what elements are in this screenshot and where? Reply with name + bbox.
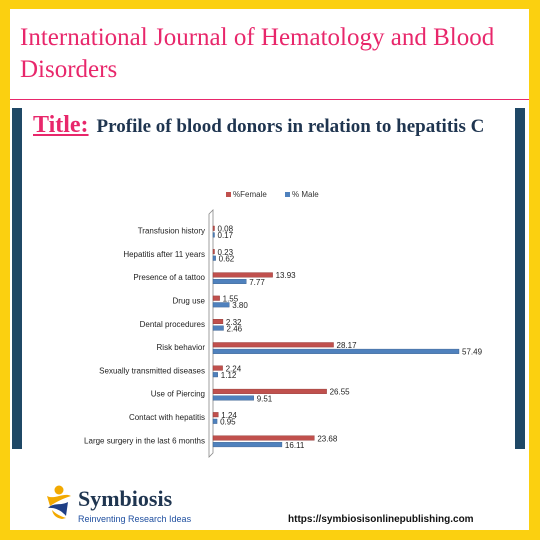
category-label: Hepatitis after 11 years bbox=[123, 250, 205, 259]
figure-title-label: Title: bbox=[33, 112, 89, 138]
legend-swatch-0 bbox=[226, 192, 231, 197]
female-value-label: 2.32 bbox=[226, 318, 242, 327]
male-bar bbox=[212, 372, 218, 378]
male-value-label: 9.51 bbox=[257, 394, 273, 403]
female-value-label: 26.55 bbox=[330, 388, 351, 397]
male-value-label: 57.49 bbox=[462, 348, 483, 357]
category-label: Sexually transmitted diseases bbox=[99, 366, 205, 375]
male-value-label: 3.80 bbox=[232, 301, 248, 310]
female-bar bbox=[212, 272, 273, 278]
male-bar bbox=[212, 302, 230, 308]
female-bar bbox=[212, 365, 223, 371]
legend-swatch-1 bbox=[285, 192, 290, 197]
male-bar bbox=[212, 418, 218, 424]
male-value-label: 0.17 bbox=[218, 231, 234, 240]
female-bar bbox=[212, 225, 215, 231]
male-bar bbox=[212, 278, 247, 284]
female-value-label: 28.17 bbox=[337, 341, 358, 350]
female-value-label: 0.23 bbox=[218, 248, 234, 257]
chart-canvas: %Female % Male Transfusion history 0.080.17… bbox=[84, 190, 483, 458]
figure-title: Title: Profile of blood donors in relatio… bbox=[33, 109, 493, 143]
male-value-label: 0.62 bbox=[219, 255, 235, 264]
category-label: Use of Piercing bbox=[151, 390, 205, 399]
chart-axis-wall bbox=[208, 209, 214, 458]
category-label: Large surgery in the last 6 months bbox=[84, 436, 205, 445]
category-label: Contact with hepatitis bbox=[129, 413, 205, 422]
brand-tagline: Reinventing Research Ideas bbox=[78, 514, 192, 524]
figure-title-text: Profile of blood donors in relation to h… bbox=[96, 116, 485, 137]
male-value-label: 2.46 bbox=[227, 324, 243, 333]
female-bar bbox=[212, 295, 220, 301]
journal-title: International Journal of Hematology and … bbox=[20, 24, 495, 83]
category-label: Transfusion history bbox=[138, 227, 205, 236]
figure-card: International Journal of Hematology and … bbox=[10, 9, 529, 530]
category-label: Dental procedures bbox=[140, 320, 205, 329]
left-accent-bar bbox=[12, 108, 22, 449]
male-bar bbox=[212, 395, 254, 401]
male-bar bbox=[212, 442, 283, 448]
male-bar bbox=[212, 325, 224, 331]
title-divider bbox=[10, 99, 529, 100]
male-bar bbox=[212, 255, 216, 261]
male-bar bbox=[212, 232, 215, 238]
category-label: Risk behavior bbox=[157, 343, 206, 352]
female-value-label: 1.55 bbox=[223, 295, 239, 304]
legend-label-1: % Male bbox=[292, 190, 319, 199]
right-accent-bar bbox=[515, 108, 525, 449]
footer: Symbiosis Reinventing Research Ideas htt… bbox=[10, 469, 529, 530]
female-bar bbox=[212, 412, 219, 418]
bar-chart: %Female % Male Transfusion history 0.08 0.17… bbox=[22, 181, 512, 461]
category-label: Drug use bbox=[173, 297, 206, 306]
legend-label-0: %Female bbox=[233, 190, 267, 199]
symbiosis-logo-icon bbox=[47, 485, 71, 519]
female-bar bbox=[212, 249, 215, 255]
male-value-label: 0.95 bbox=[220, 418, 236, 427]
male-value-label: 1.12 bbox=[221, 371, 237, 380]
female-bar bbox=[212, 388, 327, 394]
female-bar bbox=[212, 318, 224, 324]
website-link[interactable]: https://symbiosisonlinepublishing.com bbox=[288, 514, 474, 525]
female-value-label: 1.24 bbox=[221, 411, 237, 420]
female-value-label: 2.24 bbox=[226, 364, 242, 373]
brand-name: Symbiosis bbox=[78, 486, 173, 511]
female-value-label: 23.68 bbox=[317, 434, 338, 443]
male-bar bbox=[212, 348, 460, 354]
category-label: Presence of a tattoo bbox=[133, 273, 205, 282]
female-value-label: 13.93 bbox=[276, 271, 297, 280]
female-bar bbox=[212, 435, 315, 441]
female-bar bbox=[212, 342, 334, 348]
male-value-label: 7.77 bbox=[249, 278, 265, 287]
female-value-label: 0.08 bbox=[218, 225, 234, 234]
male-value-label: 16.11 bbox=[285, 441, 305, 450]
